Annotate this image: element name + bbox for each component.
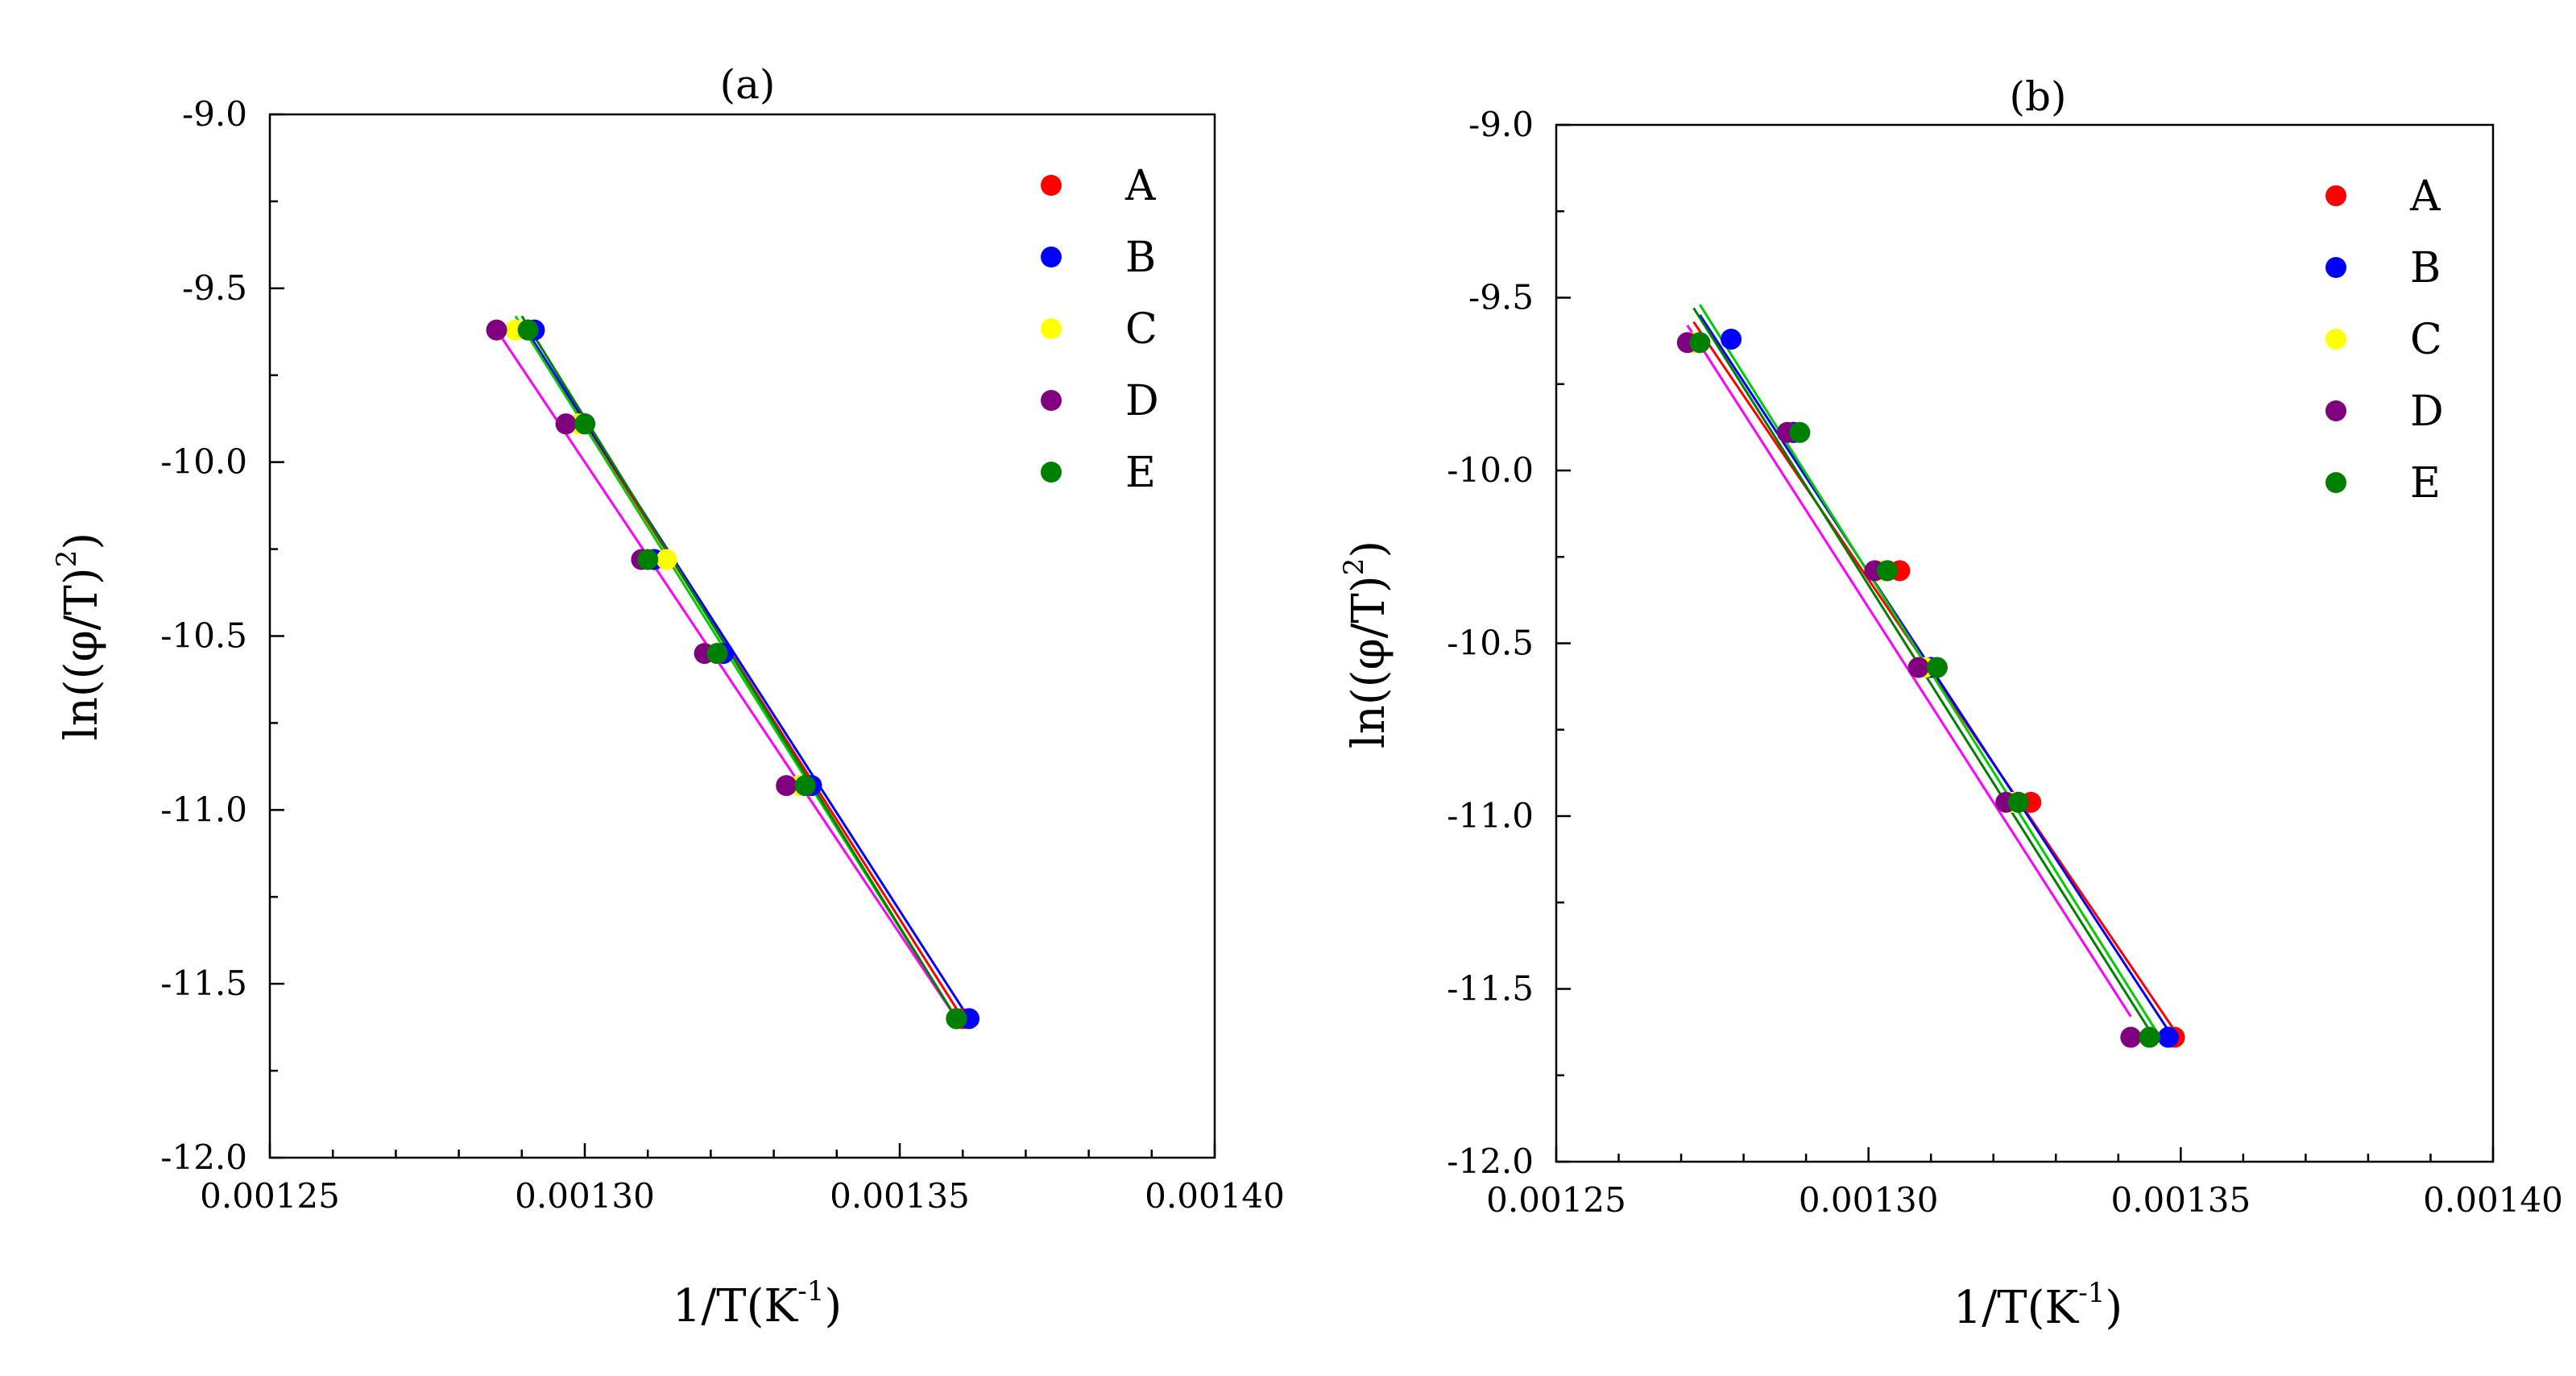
panel-a-x-tick-label: 0.00130 bbox=[515, 1176, 655, 1216]
panel-a-point-e bbox=[706, 643, 728, 665]
panel-a-legend-label-c: C bbox=[1125, 305, 1158, 354]
panel-a-x-axis: 0.00125 0.00130 0.00135 0.00140 bbox=[200, 1143, 1285, 1216]
panel-b-legend-label-b: B bbox=[2410, 244, 2441, 292]
panel-a-legend-marker-a bbox=[1041, 175, 1062, 196]
panel-b-x-axis: 0.00125 0.00130 0.00135 0.00140 bbox=[1486, 1147, 2563, 1220]
panel-b-y-axis: -9.0 -9.5 -10.0 -10.5 -11.0 -11.5 -12.0 bbox=[1447, 105, 1571, 1181]
panel-a-fit-lines bbox=[495, 315, 971, 1020]
panel-b-plot-frame bbox=[1555, 123, 2495, 1163]
panel-a-point-c bbox=[656, 549, 677, 570]
panel-b-x-tick-label: 0.00130 bbox=[1799, 1180, 1939, 1220]
panel-a-legend-label-d: D bbox=[1125, 377, 1159, 425]
panel-a-point-d bbox=[486, 319, 507, 341]
panel-b-legend-marker-b bbox=[2325, 257, 2346, 278]
panel-b-legend-marker-a bbox=[2325, 185, 2346, 206]
panel-a: (a) -9.0 -9.5 -10.0 -10.5 -11.0 -11.5 -12.0 0.… bbox=[51, 61, 1285, 1332]
panel-a-point-e bbox=[517, 319, 539, 341]
panel-b-y-tick-label: -12.0 bbox=[1447, 1142, 1534, 1181]
panel-a-y-tick-label: -12.0 bbox=[160, 1138, 247, 1177]
panel-b-y-tick-label: -9.0 bbox=[1468, 105, 1534, 144]
panel-b-data-points bbox=[1676, 328, 2185, 1048]
panel-b-y-tick-label: -9.5 bbox=[1468, 278, 1534, 317]
panel-b-legend-marker-d bbox=[2325, 400, 2346, 421]
panel-a-x-tick-label: 0.00140 bbox=[1145, 1176, 1285, 1216]
panel-a-point-e bbox=[946, 1008, 967, 1030]
panel-b-point-e bbox=[1926, 657, 1948, 678]
panel-b-point-b bbox=[1721, 328, 1742, 350]
panel-b-point-e bbox=[2007, 791, 2029, 813]
panel-b-point-e bbox=[1689, 332, 1711, 354]
panel-a-y-axis: -9.0 -9.5 -10.0 -10.5 -11.0 -11.5 -12.0 bbox=[160, 94, 284, 1177]
panel-b-x-tick-label: 0.00125 bbox=[1486, 1180, 1626, 1220]
panel-a-point-e bbox=[574, 413, 595, 435]
panel-a-point-d bbox=[555, 413, 577, 435]
panel-b-x-tick-label: 0.00135 bbox=[2110, 1180, 2251, 1220]
panel-a-y-tick-label: -11.0 bbox=[160, 790, 247, 829]
panel-b-point-e bbox=[2139, 1026, 2160, 1048]
panel-b-point-e bbox=[1789, 421, 1811, 443]
panel-a-y-tick-label: -11.5 bbox=[160, 964, 247, 1003]
panel-b-point-d bbox=[2120, 1026, 2142, 1048]
panel-a-legend-label-e: E bbox=[1125, 449, 1156, 497]
panel-a-point-d bbox=[776, 775, 797, 797]
panel-a-fit-line-e bbox=[520, 315, 958, 1020]
panel-a-y-tick-label: -9.0 bbox=[182, 94, 247, 134]
panel-b-legend-label-c: C bbox=[2410, 316, 2442, 364]
panel-b-y-tick-label: -10.0 bbox=[1447, 450, 1534, 490]
panel-a-title: (a) bbox=[720, 61, 776, 108]
panel-a-x-tick-label: 0.00135 bbox=[830, 1176, 970, 1216]
panel-a-plot-frame bbox=[268, 113, 1216, 1159]
panel-a-y-tick-label: -9.5 bbox=[182, 268, 247, 308]
panel-b-title: (b) bbox=[2009, 73, 2066, 120]
panel-a-fit-line-b bbox=[520, 322, 971, 1020]
panel-b-y-tick-label: -11.0 bbox=[1447, 796, 1534, 835]
panel-b-legend-marker-e bbox=[2325, 472, 2346, 493]
panel-a-y-axis-label: ln((φ/T)2) bbox=[51, 533, 108, 740]
panel-b-point-d bbox=[1907, 657, 1929, 678]
panel-b-legend-marker-c bbox=[2325, 329, 2346, 350]
panel-a-legend-label-b: B bbox=[1125, 234, 1156, 282]
panel-a-fit-line-d bbox=[495, 329, 958, 1020]
panel-a-y-tick-label: -10.0 bbox=[160, 442, 247, 482]
panel-a-legend-marker-d bbox=[1041, 390, 1062, 411]
panel-b-x-tick-label: 0.00140 bbox=[2423, 1180, 2563, 1220]
panel-a-y-tick-label: -10.5 bbox=[160, 616, 247, 656]
panel-a-legend-marker-c bbox=[1041, 318, 1062, 339]
panel-a-x-tick-label: 0.00125 bbox=[200, 1176, 340, 1216]
panel-b-legend-label-d: D bbox=[2410, 388, 2444, 436]
panel-b-point-b bbox=[2157, 1026, 2179, 1048]
panel-a-data-points bbox=[486, 319, 980, 1030]
panel-b-legend-label-a: A bbox=[2409, 172, 2441, 221]
panel-b-y-axis-label: ln((φ/T)2) bbox=[1338, 541, 1395, 748]
panel-a-legend-label-a: A bbox=[1124, 162, 1157, 210]
panel-b-y-tick-label: -11.5 bbox=[1447, 969, 1534, 1009]
panel-b: (b) -9.0 -9.5 -10.0 -10.5 -11.0 -11.5 -12.0 0.… bbox=[1338, 73, 2563, 1334]
panel-a-point-e bbox=[637, 549, 659, 570]
panel-b-y-tick-label: -10.5 bbox=[1447, 624, 1534, 663]
panel-a-legend-marker-b bbox=[1041, 247, 1062, 267]
panel-a-point-e bbox=[794, 775, 816, 797]
panel-b-x-axis-label: 1/T(K-1) bbox=[1953, 1277, 2123, 1334]
panel-b-point-e bbox=[1876, 560, 1898, 582]
panel-a-legend-marker-e bbox=[1041, 462, 1062, 483]
panel-b-legend-label-e: E bbox=[2410, 459, 2441, 508]
panel-a-x-axis-label: 1/T(K-1) bbox=[673, 1275, 843, 1332]
